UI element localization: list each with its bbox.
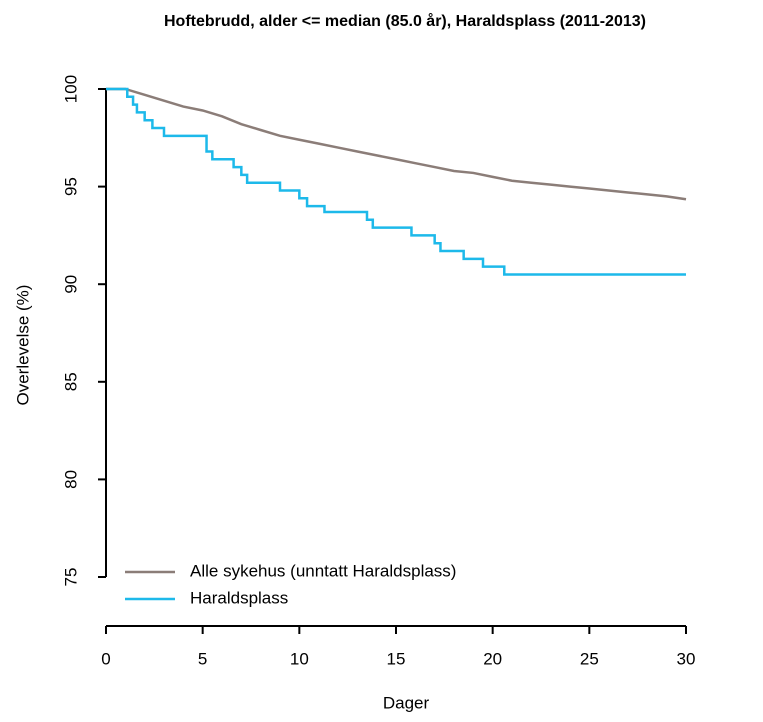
y-tick-label: 90 — [61, 275, 80, 294]
x-tick-label: 30 — [677, 649, 696, 668]
x-tick-label: 20 — [483, 649, 502, 668]
x-tick-label: 5 — [198, 649, 207, 668]
legend-label: Alle sykehus (unntatt Haraldsplass) — [190, 561, 456, 580]
x-tick-label: 10 — [290, 649, 309, 668]
y-tick-label: 100 — [61, 75, 80, 103]
x-tick-label: 0 — [101, 649, 110, 668]
series-line — [106, 87, 686, 276]
x-tick-label: 15 — [387, 649, 406, 668]
y-tick-label: 95 — [61, 177, 80, 196]
y-tick-label: 85 — [61, 372, 80, 391]
chart-title: Hoftebrudd, alder <= median (85.0 år), H… — [164, 12, 646, 30]
y-tick-label: 80 — [61, 470, 80, 489]
legend-label: Haraldsplass — [190, 588, 288, 607]
series-line — [106, 87, 687, 201]
y-axis-label: Overlevelse (%) — [13, 285, 32, 406]
y-tick-label: 75 — [61, 568, 80, 587]
x-axis-label: Dager — [383, 693, 430, 712]
x-tick-label: 25 — [580, 649, 599, 668]
